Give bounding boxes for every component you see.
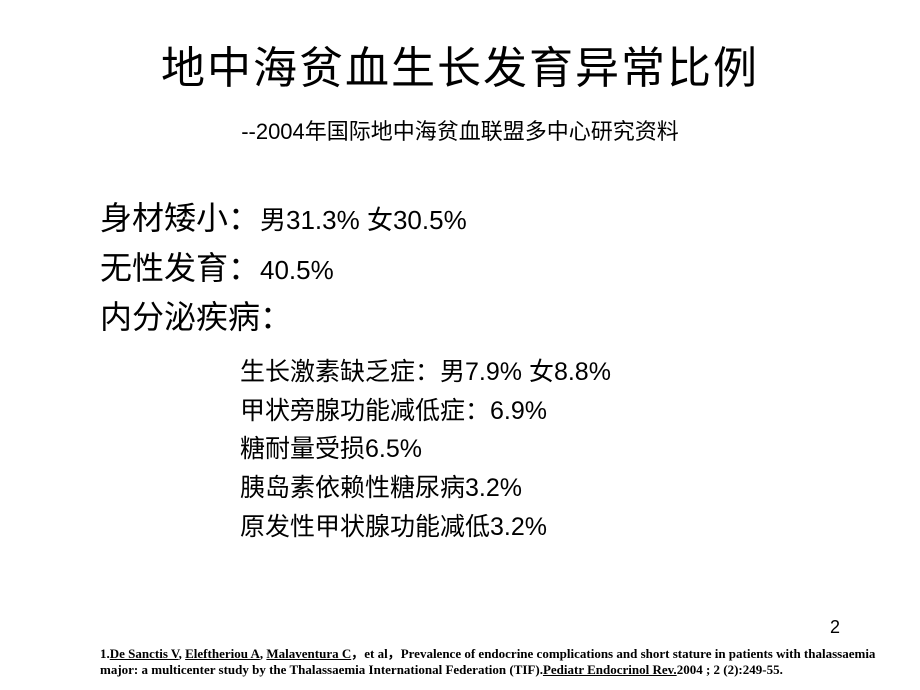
sub-line: 胰岛素依赖性糖尿病3.2% xyxy=(240,469,860,508)
sub-label: 原发性甲状腺功能减低 xyxy=(240,513,490,541)
main-label: 内分泌疾病： xyxy=(100,299,292,335)
main-value: 男31.3% 女30.5% xyxy=(260,205,467,235)
slide-subtitle: --2004年国际地中海贫血联盟多中心研究资料 xyxy=(60,114,860,146)
citation-prefix: 1. xyxy=(100,646,110,661)
sub-label: 糖耐量受损 xyxy=(240,435,365,463)
main-label: 无性发育： xyxy=(100,250,260,286)
page-number: 2 xyxy=(830,617,840,638)
sub-value: 3.2% xyxy=(490,513,547,541)
citation: 1.De Sanctis V, Eleftheriou A, Malaventu… xyxy=(100,646,880,679)
sub-line: 糖耐量受损6.5% xyxy=(240,430,860,469)
slide-title: 地中海贫血生长发育异常比例 xyxy=(60,32,860,96)
sub-value: 6.5% xyxy=(365,435,422,463)
body-block: 身材矮小：男31.3% 女30.5% 无性发育：40.5% 内分泌疾病： 生长激… xyxy=(100,194,860,547)
sub-value: 3.2% xyxy=(465,474,522,502)
sub-label: 胰岛素依赖性糖尿病 xyxy=(240,474,465,502)
citation-tail: 2004 ; 2 (2):249-55. xyxy=(677,662,783,677)
sub-line: 生长激素缺乏症：男7.9% 女8.8% xyxy=(240,353,860,392)
main-line: 无性发育：40.5% xyxy=(100,244,860,294)
sub-value: 6.9% xyxy=(490,397,547,425)
main-line: 内分泌疾病： xyxy=(100,293,860,343)
citation-etal: ，et al， xyxy=(351,646,400,661)
slide: 地中海贫血生长发育异常比例 --2004年国际地中海贫血联盟多中心研究资料 身材… xyxy=(0,0,920,690)
sub-label: 甲状旁腺功能减低症： xyxy=(240,397,490,425)
sub-label: 生长激素缺乏症：男 xyxy=(240,358,465,386)
citation-journal: Pediatr Endocrinol Rev. xyxy=(543,662,677,677)
sub-value: 7.9% 女8.8% xyxy=(465,358,611,386)
sub-line: 甲状旁腺功能减低症：6.9% xyxy=(240,392,860,431)
citation-author: Malaventura C xyxy=(266,646,351,661)
citation-author: Eleftheriou A xyxy=(185,646,260,661)
main-line: 身材矮小：男31.3% 女30.5% xyxy=(100,194,860,244)
main-value: 40.5% xyxy=(260,255,334,285)
sub-block: 生长激素缺乏症：男7.9% 女8.8% 甲状旁腺功能减低症：6.9% 糖耐量受损… xyxy=(240,353,860,547)
main-label: 身材矮小： xyxy=(100,200,260,236)
sub-line: 原发性甲状腺功能减低3.2% xyxy=(240,508,860,547)
citation-author: De Sanctis V xyxy=(110,646,179,661)
